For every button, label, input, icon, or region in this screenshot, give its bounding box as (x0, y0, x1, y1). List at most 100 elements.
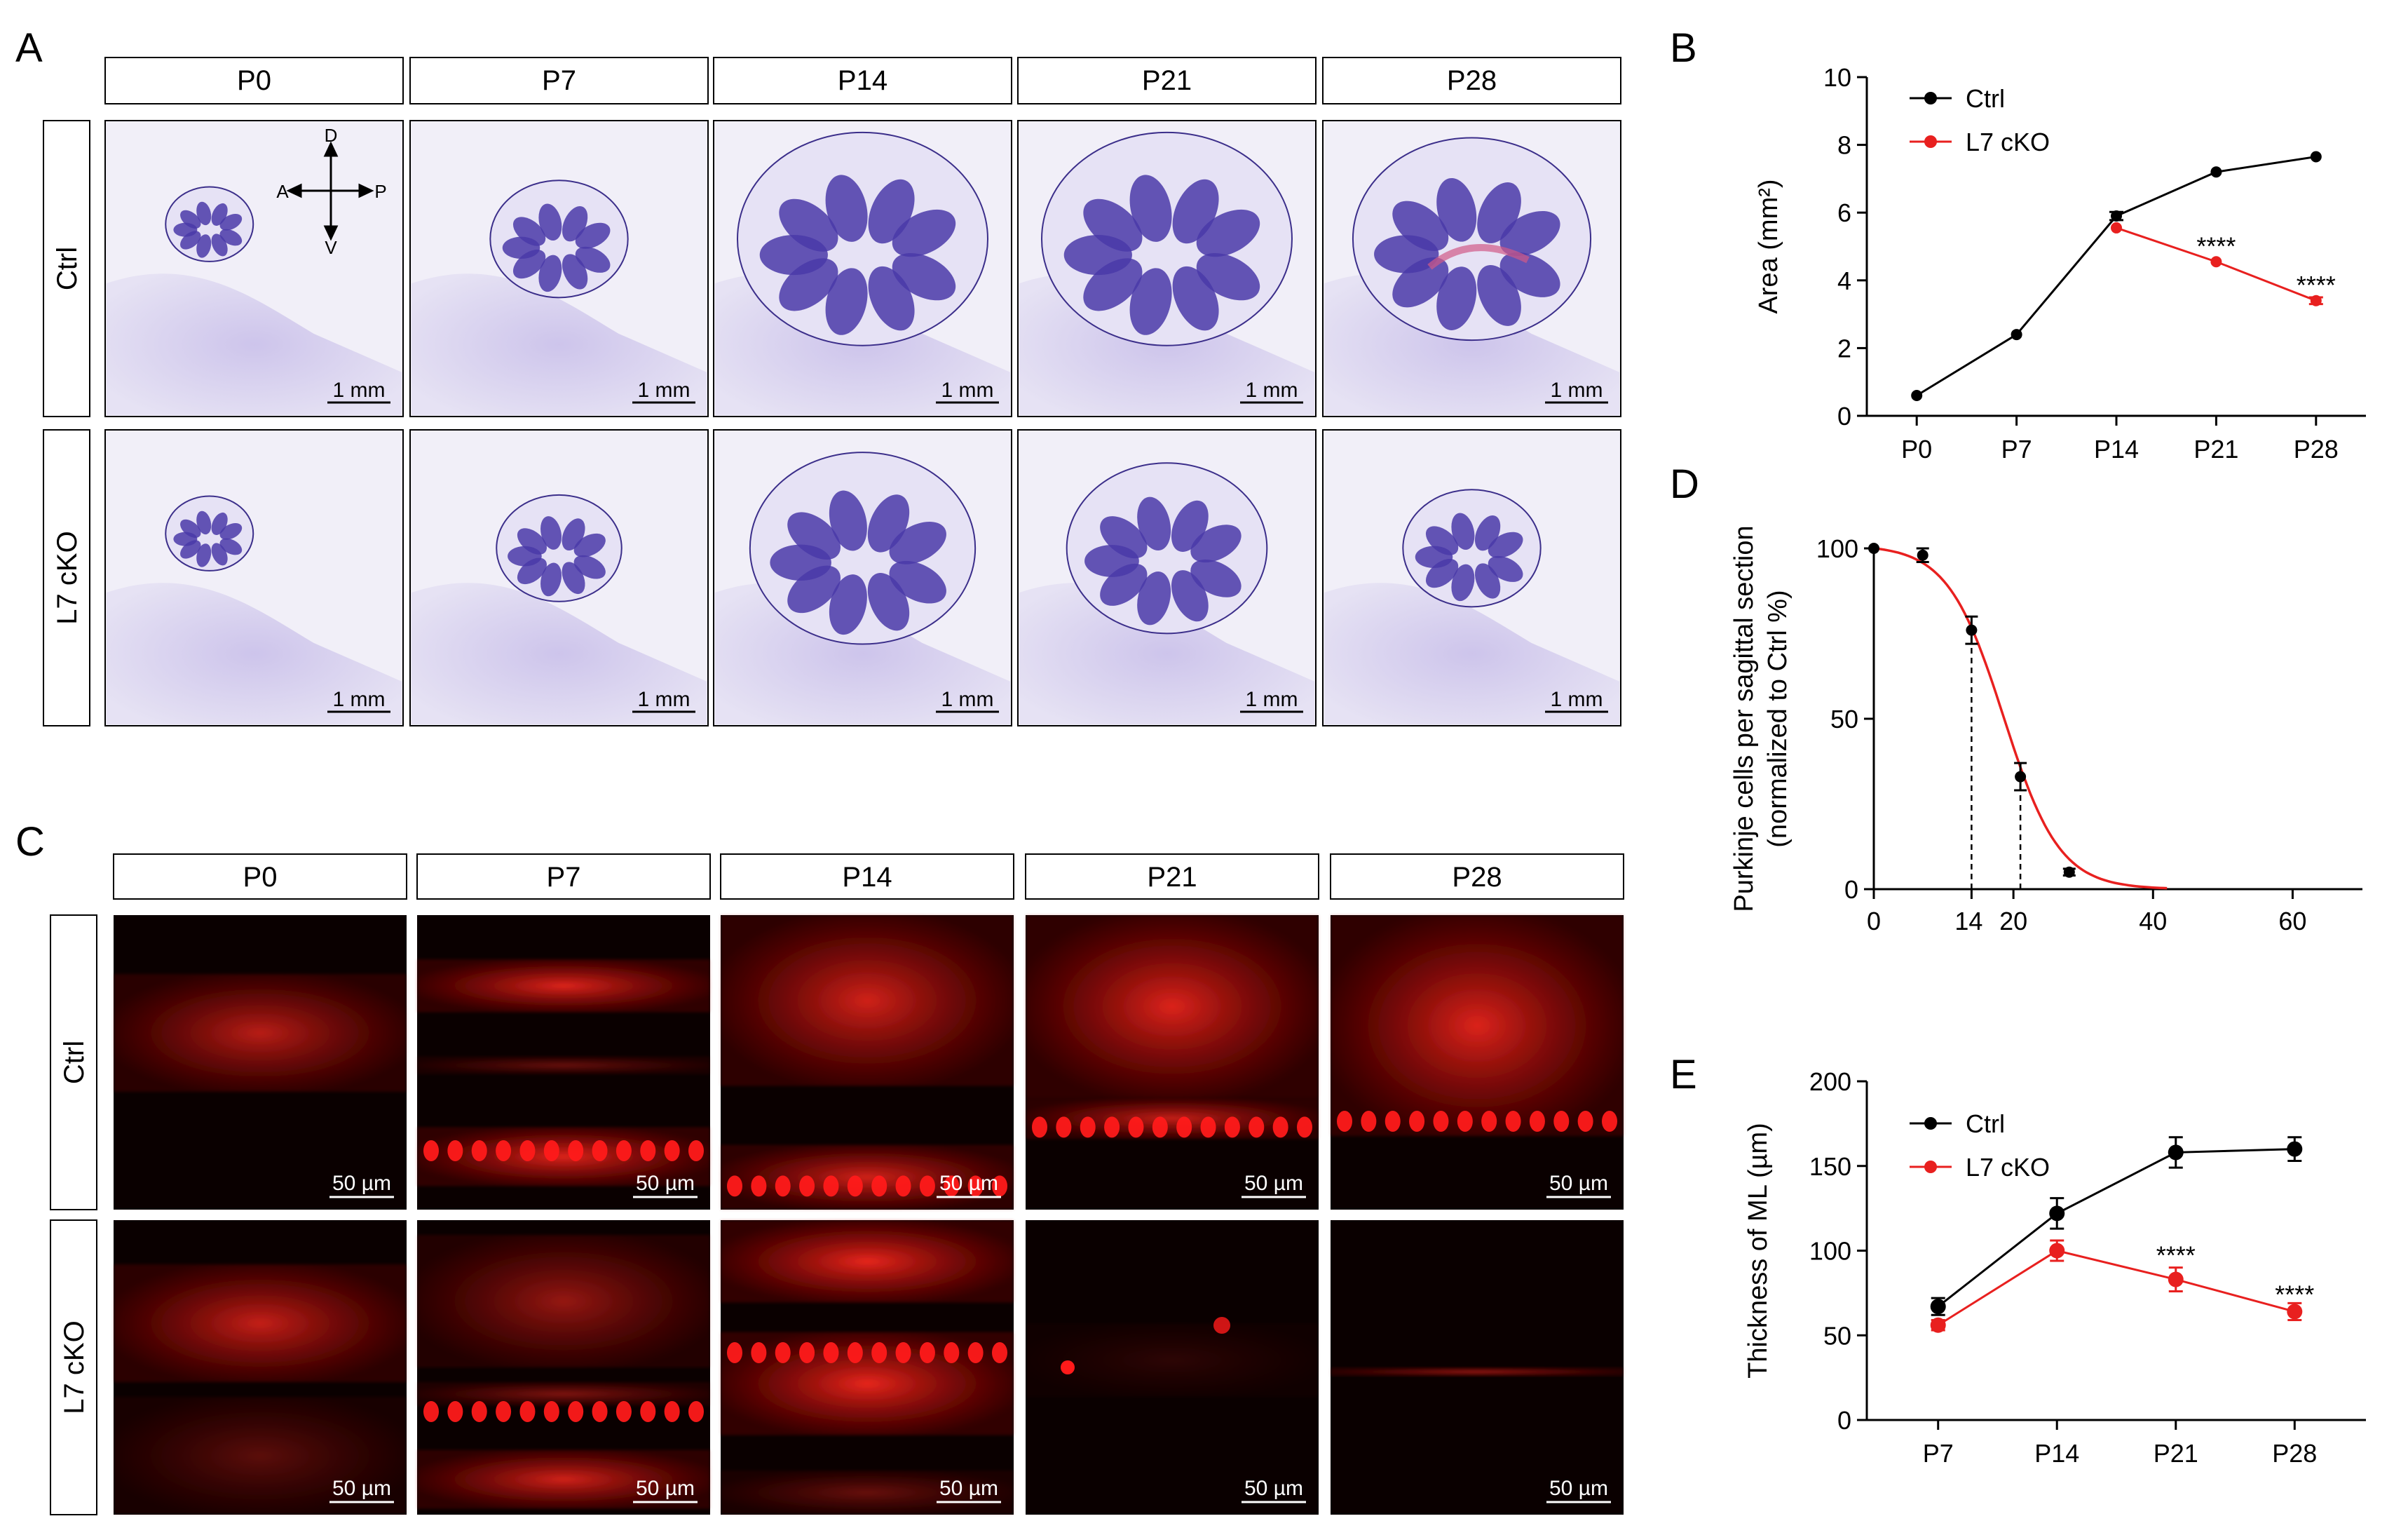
scale-bar-label: 50 µm (1244, 1172, 1303, 1195)
legend-label: Ctrl (1966, 84, 2005, 113)
purkinje-soma (944, 1175, 960, 1197)
age-header-label: P0 (243, 862, 278, 893)
purkinje-soma (447, 1140, 463, 1161)
purkinje-soma (640, 1401, 656, 1422)
age-header-label: P28 (1452, 862, 1502, 893)
x-tick-label: P14 (2034, 1439, 2079, 1468)
x-tick-label: P28 (2294, 435, 2339, 464)
scale-bar-label: 50 µm (939, 1477, 998, 1500)
histology-image: 1 mm (409, 120, 709, 417)
purkinje-soma (1061, 1360, 1075, 1374)
purkinje-soma (919, 1342, 935, 1363)
folium (1196, 252, 1260, 301)
folium (829, 574, 867, 635)
x-tick-label: 60 (2278, 907, 2306, 935)
purkinje-soma (751, 1175, 767, 1197)
scale-bar-label: 50 µm (1244, 1477, 1303, 1500)
age-header-box (1017, 57, 1317, 104)
age-header-label: P7 (542, 65, 576, 96)
purkinje-soma (727, 1342, 742, 1363)
folium (1474, 515, 1501, 551)
brainstem-tissue (107, 273, 402, 415)
folium (540, 516, 562, 550)
fluorescence-image: 50 µm (417, 915, 710, 1210)
purkinje-layer-signal (114, 1397, 407, 1515)
y-tick-label: 100 (1816, 534, 1858, 563)
x-tick-label: 20 (1999, 907, 2027, 935)
scale-bar-label: 1 mm (941, 688, 994, 711)
purkinje-soma (823, 1175, 839, 1197)
x-tick-label: 14 (1954, 907, 1982, 935)
purkinje-soma (1272, 1116, 1288, 1138)
y-axis-label: Area (mm²) (1754, 179, 1783, 313)
purkinje-soma (1361, 1111, 1377, 1132)
purkinje-layer-signal (417, 1235, 710, 1367)
legend-label: L7 cKO (1966, 128, 2050, 156)
fluorescence-image: 50 µm (1026, 1220, 1319, 1515)
legend-marker (1924, 135, 1937, 148)
purkinje-soma (992, 1342, 1007, 1363)
age-header-box (720, 853, 1014, 900)
fluorescence-image: 50 µm (1026, 915, 1319, 1210)
purkinje-soma (447, 1401, 463, 1422)
folium (787, 565, 841, 614)
purkinje-soma (1176, 1116, 1192, 1138)
compass-posterior: P (374, 181, 386, 202)
folium (575, 246, 611, 273)
row-label: Ctrl (52, 247, 83, 290)
brainstem-tissue (1324, 583, 1619, 724)
folium (573, 555, 606, 579)
purkinje-soma (1577, 1111, 1593, 1132)
panel-c-letter: C (15, 819, 45, 865)
purkinje-soma (871, 1342, 887, 1363)
scale-bar-label: 1 mm (1246, 379, 1298, 402)
purkinje-soma (664, 1401, 680, 1422)
panel-a-row-labels: Ctrl L7 cKO (43, 120, 90, 726)
x-tick-label: 40 (2139, 907, 2167, 935)
histology-image: 1 mm (409, 429, 709, 726)
data-point (1917, 549, 1929, 561)
purkinje-layer-signal (721, 1220, 1014, 1303)
purkinje-soma (688, 1401, 704, 1422)
folium (1425, 558, 1459, 588)
x-tick-label: P7 (2001, 435, 2032, 464)
data-point-ctrl (2310, 151, 2322, 163)
y-tick-label: 50 (1823, 1321, 1851, 1350)
age-header-box (713, 57, 1012, 104)
y-tick-label: 150 (1809, 1152, 1851, 1181)
purkinje-soma (799, 1342, 815, 1363)
histology-image: 1 mm (104, 429, 404, 726)
y-axis-label: Thickness of ML (µm) (1743, 1123, 1773, 1379)
folium (1190, 559, 1242, 597)
purkinje-soma (751, 1342, 767, 1363)
purkinje-layer-signal (721, 1144, 1014, 1210)
series-line-cko (1937, 1249, 2295, 1327)
fluorescence-image: 50 µm (1331, 915, 1624, 1210)
purkinje-soma (1602, 1111, 1617, 1132)
chart-b-area: B 0 2 4 6 8 10 P0 P7 P14 P21 P28 Area (mm²) Ctrl L7 cK… (1670, 25, 2366, 464)
purkinje-soma (543, 1140, 559, 1161)
purkinje-soma (1032, 1116, 1047, 1138)
panel-a-age-headers: P0 P7 P14 P21 P28 (104, 57, 1621, 104)
row-label-box (50, 914, 97, 1210)
purkinje-layer-signal (1026, 1323, 1319, 1397)
scale-bar-label: 1 mm (638, 379, 691, 402)
purkinje-layer-signal (417, 1382, 710, 1406)
purkinje-soma (895, 1175, 911, 1197)
histology-image: 1 mm (713, 429, 1012, 726)
purkinje-soma (1337, 1111, 1352, 1132)
folium (1171, 500, 1209, 552)
folium (1436, 177, 1477, 242)
age-header-box (1322, 57, 1621, 104)
purkinje-soma (592, 1140, 608, 1161)
y-tick-label: 8 (1837, 131, 1851, 160)
folium (180, 540, 201, 559)
age-header-label: P21 (1142, 65, 1192, 96)
folium (219, 538, 243, 555)
purkinje-soma (967, 1175, 984, 1197)
purkinje-soma (543, 1401, 559, 1422)
folium (1451, 513, 1475, 550)
y-axis-label: Purkinje cells per sagittal section (1729, 525, 1759, 912)
purkinje-layer-signal (417, 1056, 710, 1074)
folium (196, 543, 212, 567)
